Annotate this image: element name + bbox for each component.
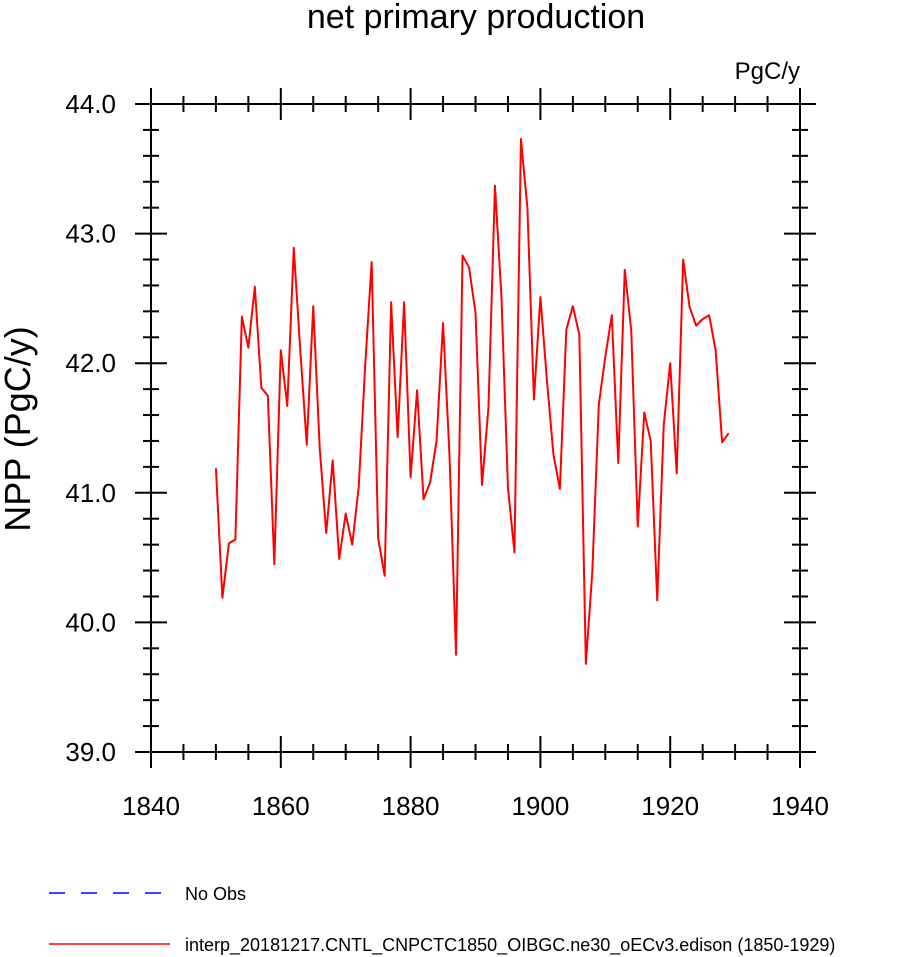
x-tick-label: 1880 [382,791,440,821]
x-tick-label: 1860 [252,791,310,821]
legend-label-no-obs: No Obs [185,884,246,904]
x-tick-label: 1940 [771,791,829,821]
axis-ticks [135,88,816,768]
y-tick-label: 40.0 [65,607,116,637]
legend-label-model: interp_20181217.CNTL_CNPCTC1850_OIBGC.ne… [185,935,835,956]
series-line-1 [214,137,730,665]
x-tick-label: 1840 [122,791,180,821]
units-label: PgC/y [735,58,800,85]
y-tick-label: 39.0 [65,737,116,767]
plot-frame [150,103,801,753]
y-tick-label: 43.0 [65,219,116,249]
y-tick-label: 42.0 [65,348,116,378]
y-axis-label: NPP (PgC/y) [0,326,38,531]
series-lines [214,137,730,665]
y-tick-label: 41.0 [65,478,116,508]
chart-title: net primary production [307,0,645,36]
legend: No Obs interp_20181217.CNTL_CNPCTC1850_O… [49,884,835,956]
y-tick-label: 44.0 [65,89,116,119]
x-tick-labels: 1840 1860 1880 1900 1920 1940 [122,791,829,821]
y-tick-labels: 39.0 40.0 41.0 42.0 43.0 44.0 [65,89,116,767]
x-tick-label: 1900 [511,791,569,821]
x-tick-label: 1920 [641,791,699,821]
